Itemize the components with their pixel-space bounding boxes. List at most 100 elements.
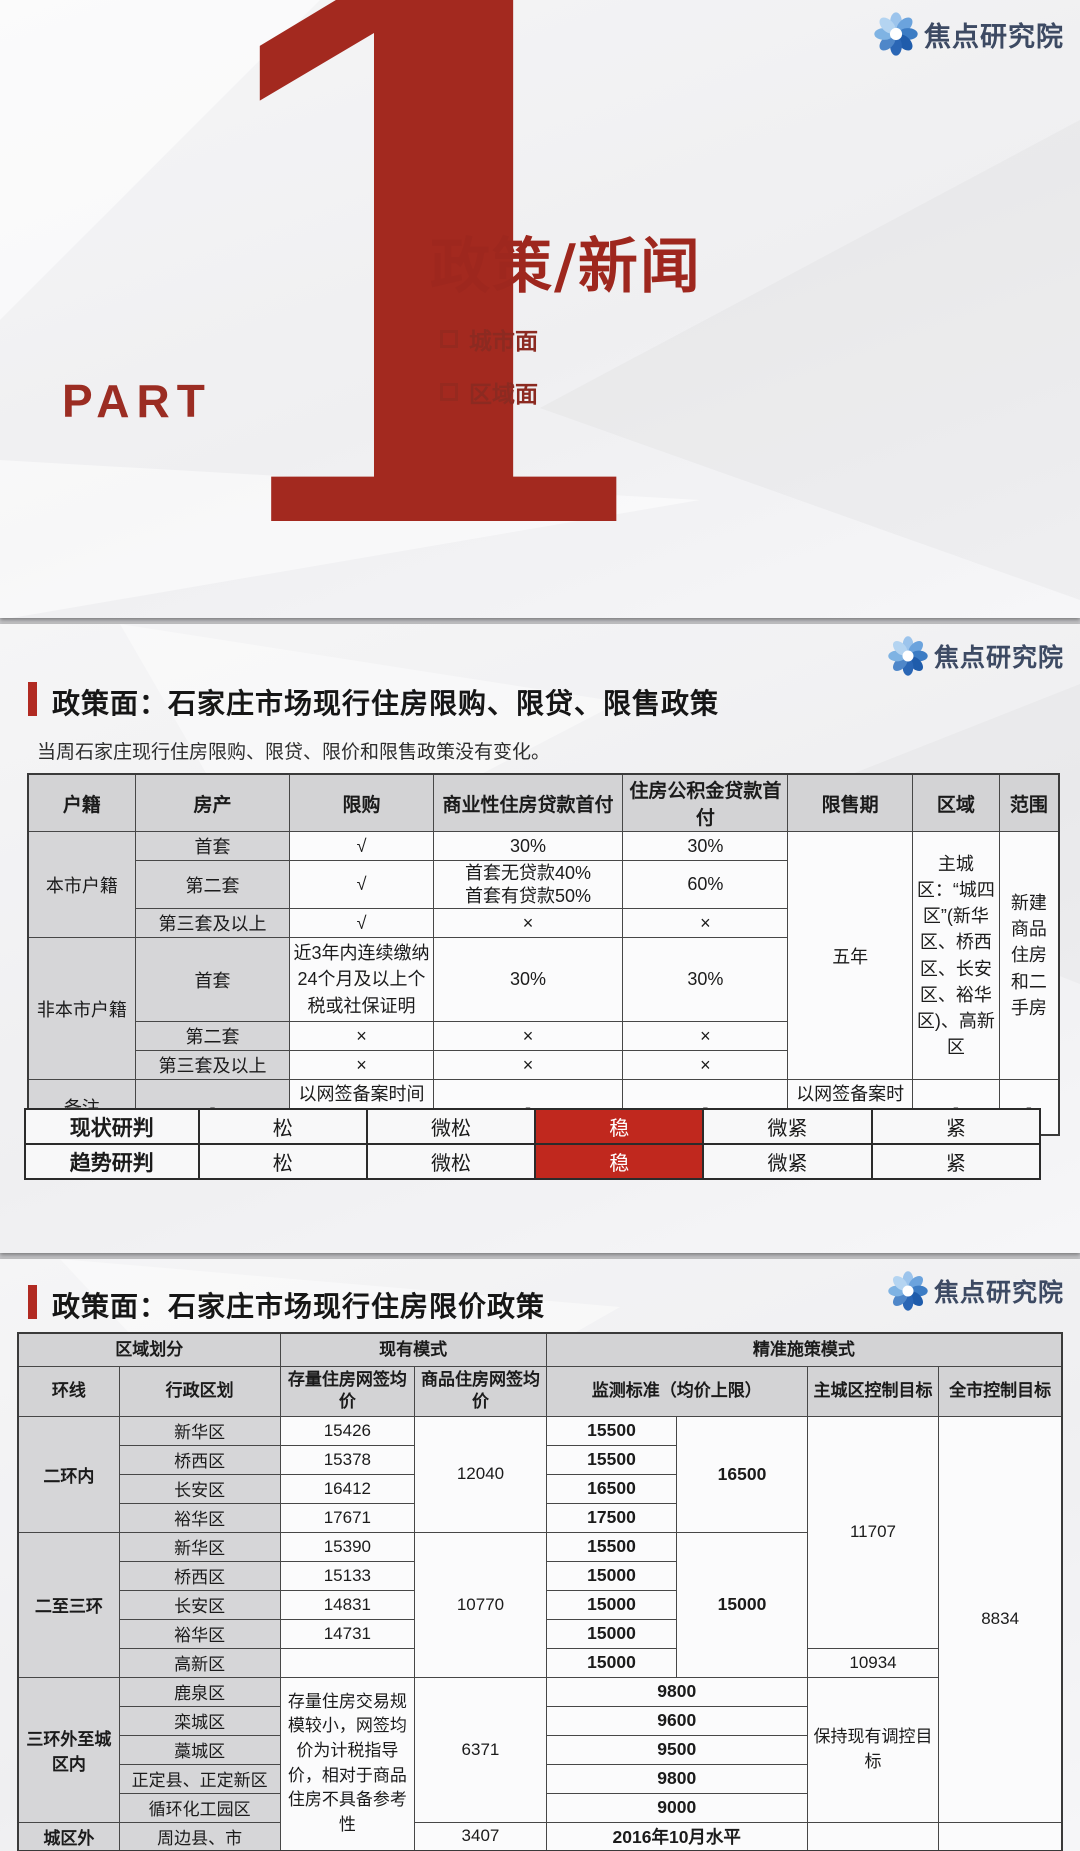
brand-logo: 焦点研究院 — [888, 1271, 1064, 1311]
monitor-cell: 9000 — [545, 1792, 808, 1823]
sale-period-cell: 五年 — [787, 831, 914, 1080]
list-item: 城市面 — [440, 322, 538, 356]
district-cell: 长安区 — [118, 1473, 281, 1504]
square-bullet-icon — [440, 330, 458, 348]
ring-label-cell: 二环内 — [17, 1415, 120, 1533]
monitor-cell: 17500 — [545, 1502, 678, 1533]
main-city-target-cell: 保持现有调控目标 — [806, 1676, 940, 1823]
district-cell: 正定县、正定新区 — [118, 1763, 281, 1794]
group-header: 精准施策模式 — [545, 1332, 1063, 1367]
table-row: 正定县、正定新区 9800 — [18, 1763, 1062, 1794]
monitor-cell: 9500 — [545, 1734, 808, 1765]
column-header: 商品住房网签均价 — [414, 1365, 547, 1417]
table-row: 高新区 15000 10934 — [18, 1647, 1062, 1678]
brand-logo: 焦点研究院 — [874, 12, 1064, 56]
group-header: 现有模式 — [279, 1332, 547, 1367]
judgment-cell: 微紧 — [702, 1143, 873, 1180]
price-limit-policy-slide: 焦点研究院 政策面：石家庄市场现行住房限价政策 区域划分 现有模式 精准施策模式… — [0, 1259, 1080, 1851]
hukou-label-cell: 本市户籍 — [27, 831, 136, 938]
column-header: 监测标准（均价上限） — [545, 1365, 808, 1417]
property-cell: 第二套 — [134, 860, 291, 909]
district-cell: 裕华区 — [118, 1618, 281, 1649]
fund-loan-cell: 60% — [622, 860, 789, 909]
pinwheel-logo-icon — [888, 1271, 928, 1311]
monitor-group-cell: 15000 — [676, 1531, 808, 1678]
fund-loan-cell: × — [622, 1050, 789, 1080]
monitor-cell: 9800 — [545, 1763, 808, 1794]
ring-label-cell: 二至三环 — [17, 1531, 120, 1678]
table-row: 第三套及以上 × × × — [28, 1050, 1059, 1080]
monitor-cell: 9800 — [545, 1676, 808, 1707]
part-number: 1 — [168, 0, 692, 618]
stock-price-cell — [279, 1647, 416, 1678]
commercial-loan-cell: × — [432, 908, 624, 938]
pinwheel-logo-icon — [888, 636, 928, 676]
stock-price-cell: 16412 — [279, 1473, 416, 1504]
district-cell: 高新区 — [118, 1647, 281, 1678]
table-row: 第三套及以上 √ × × — [28, 908, 1059, 938]
bullet-label: 城市面 — [469, 328, 538, 354]
property-cell: 第三套及以上 — [134, 1050, 291, 1080]
column-header: 存量住房网签均价 — [279, 1365, 416, 1417]
property-cell: 第三套及以上 — [134, 908, 291, 938]
commodity-price-cell: 10770 — [414, 1531, 547, 1678]
fund-loan-cell: × — [622, 1021, 789, 1051]
citywide-target-cell — [938, 1821, 1063, 1851]
table-row: 栾城区 9600 — [18, 1705, 1062, 1736]
table-row: 第二套 √ 首套无贷款40% 首套有贷款50% 60% — [28, 860, 1059, 909]
brand-name: 焦点研究院 — [933, 1279, 1064, 1307]
table-header-row: 户籍 房产 限购 商业性住房贷款首付 住房公积金贷款首付 限售期 区域 范围 — [27, 773, 1060, 832]
monitor-cell: 16500 — [545, 1473, 678, 1504]
bullet-label: 区域面 — [469, 381, 538, 407]
judgment-cell: 微紧 — [702, 1108, 873, 1145]
brand-name: 焦点研究院 — [933, 644, 1064, 672]
region-cell: 主城区：“城四区”(新华区、桥西区、长安区、裕华区)、高新区 — [912, 831, 1000, 1080]
table-row: 第二套 × × × — [28, 1021, 1059, 1051]
stock-price-cell: 15378 — [279, 1444, 416, 1475]
section-accent-bar — [28, 682, 37, 716]
main-city-target-cell — [806, 1821, 940, 1851]
ring-label-cell: 三环外至城区内 — [17, 1676, 120, 1823]
purchase-limit-cell: √ — [289, 831, 434, 861]
stock-price-cell: 15426 — [279, 1415, 416, 1446]
main-city-target-cell: 11707 — [806, 1415, 940, 1649]
fund-loan-cell: 30% — [622, 937, 789, 1022]
stock-price-cell: 17671 — [279, 1502, 416, 1533]
citywide-target-cell: 8834 — [938, 1415, 1063, 1823]
judgment-cell-highlighted: 稳 — [534, 1143, 705, 1180]
purchase-limit-cell: √ — [289, 860, 434, 909]
section-accent-bar — [28, 1285, 37, 1319]
monitor-group-cell: 16500 — [676, 1415, 808, 1533]
district-cell: 栾城区 — [118, 1705, 281, 1736]
judgment-row: 趋势研判 松 微松 稳 微紧 紧 — [24, 1143, 1042, 1180]
table-row: 本市户籍 首套 √ 30% 30% 五年 主城区：“城四区”(新华区、桥西区、长… — [27, 831, 1060, 1080]
commercial-loan-cell: 首套无贷款40% 首套有贷款50% — [432, 860, 624, 909]
property-cell: 首套 — [134, 937, 291, 1022]
section-subtitle: 当周石家庄现行住房限购、限贷、限价和限售政策没有变化。 — [37, 742, 551, 763]
column-header: 范围 — [998, 773, 1060, 832]
judgment-row: 现状研判 松 微松 稳 微紧 紧 — [24, 1108, 1042, 1145]
restriction-policy-slide: 焦点研究院 政策面：石家庄市场现行住房限购、限贷、限售政策 当周石家庄现行住房限… — [0, 624, 1080, 1253]
stock-note-cell: 存量住房交易规模较小，网签均价为计税指导价，相对于商品住房不具备参考性 — [279, 1676, 416, 1851]
commodity-price-cell: 12040 — [414, 1415, 547, 1533]
column-header: 行政区划 — [118, 1365, 281, 1417]
monitor-cell: 15000 — [545, 1647, 678, 1678]
judgment-cell: 松 — [197, 1143, 368, 1180]
monitor-cell: 15500 — [545, 1444, 678, 1475]
commodity-price-cell: 6371 — [414, 1676, 547, 1823]
price-limit-table: 区域划分 现有模式 精准施策模式 环线 行政区划 存量住房网签均价 商品住房网签… — [17, 1332, 1063, 1851]
monitor-cell: 15500 — [545, 1531, 678, 1562]
district-cell: 裕华区 — [118, 1502, 281, 1533]
column-header: 主城区控制目标 — [806, 1365, 940, 1417]
stock-price-cell: 14831 — [279, 1589, 416, 1620]
purchase-limit-cell: × — [289, 1021, 434, 1051]
group-header: 区域划分 — [17, 1332, 281, 1367]
section-title: 政策面：石家庄市场现行住房限购、限贷、限售政策 — [52, 688, 720, 719]
column-header: 区域 — [912, 773, 1000, 832]
district-cell: 桥西区 — [118, 1444, 281, 1475]
monitor-cell: 15000 — [545, 1589, 678, 1620]
purchase-limit-cell: 近3年内连续缴纳24个月及以上个税或社保证明 — [289, 937, 434, 1022]
property-cell: 首套 — [134, 831, 291, 861]
monitor-cell: 15500 — [545, 1415, 678, 1446]
